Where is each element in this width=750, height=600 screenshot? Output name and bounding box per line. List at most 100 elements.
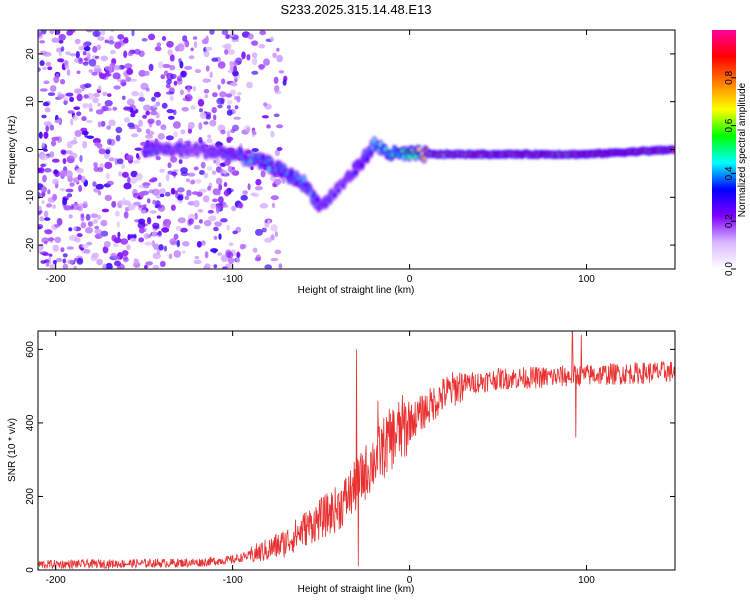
spectrogram-noise-blob — [242, 190, 248, 196]
spectrogram-noise-blob — [129, 177, 138, 184]
spectrogram-noise-blob — [92, 46, 98, 53]
spectrogram-noise-blob — [38, 224, 44, 229]
spectrogram-noise-blob — [169, 238, 177, 245]
spectrogram-ridge-core — [154, 150, 159, 156]
spectrogram-noise-blob — [83, 249, 91, 254]
spectrogram-noise-blob — [64, 64, 70, 69]
spectrogram-noise-blob — [272, 52, 277, 59]
spectrogram-noise-blob — [228, 49, 235, 55]
spectrogram-noise-blob — [57, 58, 65, 63]
spectrogram-noise-blob — [140, 209, 147, 214]
spectrogram-noise-blob — [200, 240, 206, 246]
spectrogram-noise-blob — [263, 102, 268, 107]
spectrogram-noise-blob — [132, 106, 137, 111]
spectrogram-noise-blob — [138, 50, 145, 57]
spectrogram-noise-blob — [192, 85, 197, 92]
spectrogram-noise-blob — [173, 233, 179, 240]
spectrogram-noise-blob — [41, 114, 47, 119]
spectrogram-noise-blob — [236, 91, 242, 96]
spectrogram-noise-blob — [179, 60, 184, 69]
spectrogram-noise-blob — [217, 252, 223, 256]
spectrogram-noise-blob — [38, 192, 41, 199]
colorbar-tick-label: 0.8 — [724, 70, 735, 84]
spectrogram-noise-blob — [93, 218, 98, 224]
spectrogram-noise-blob — [169, 95, 174, 102]
spectrogram-noise-blob — [126, 67, 133, 75]
spectrogram-noise-blob — [251, 52, 258, 59]
spectrogram-noise-blob — [69, 152, 78, 159]
spectrogram-noise-blob — [95, 55, 100, 59]
spectrogram-noise-blob — [261, 227, 267, 233]
spectrogram-noise-blob — [182, 241, 190, 247]
spectrogram-noise-blob — [205, 35, 209, 44]
spectrogram-noise-blob — [221, 30, 229, 36]
spectrogram-noise-blob — [113, 85, 121, 90]
spectrogram-noise-blob — [178, 159, 183, 165]
spectrogram-noise-blob — [123, 106, 130, 111]
spectrogram-noise-blob — [113, 237, 122, 244]
spectrogram-noise-blob — [241, 51, 246, 60]
spectrogram-noise-blob — [176, 239, 181, 248]
spectrogram-noise-blob — [67, 110, 75, 114]
spectrogram-noise-blob — [221, 204, 229, 208]
spectrogram-noise-blob — [255, 254, 262, 262]
colorbar-tick-label: 0.2 — [724, 214, 735, 228]
spectrogram-noise-blob — [84, 130, 88, 138]
spectrogram-noise-blob — [100, 55, 109, 62]
spectrogram-noise-blob — [111, 201, 117, 208]
spectrogram-noise-blob — [207, 166, 213, 171]
spectrogram-noise-blob — [193, 166, 199, 171]
spectrogram-noise-blob — [190, 179, 196, 185]
spectrogram-noise-blob — [270, 257, 279, 262]
spectrogram-noise-blob — [232, 230, 238, 235]
spectrogram-noise-blob — [98, 71, 103, 78]
spectrogram-noise-blob — [226, 224, 230, 231]
spectrogram-noise-blob — [45, 125, 49, 132]
spectrogram-noise-blob — [93, 92, 100, 98]
spectrogram-noise-blob — [205, 65, 210, 72]
spectrogram-noise-blob — [151, 240, 155, 248]
spectrogram-noise-blob — [212, 188, 220, 196]
spectrogram-noise-blob — [205, 46, 213, 51]
spectrogram-noise-blob — [276, 47, 280, 52]
spectrogram-noise-blob — [94, 142, 100, 147]
spectrogram-noise-blob — [223, 189, 230, 197]
spectrogram-noise-blob — [141, 38, 148, 42]
spectrogram-noise-blob — [203, 219, 212, 227]
spectrogram-noise-blob — [227, 99, 233, 105]
spectrogram-noise-blob — [274, 85, 280, 93]
spectrogram-noise-blob — [134, 258, 140, 265]
spectrogram-noise-blob — [145, 134, 153, 139]
spectrogram-noise-blob — [85, 227, 93, 234]
spectrogram-noise-blob — [158, 244, 164, 251]
spectrogram-noise-blob — [155, 112, 160, 119]
colorbar-gradient — [712, 30, 736, 269]
spectrogram-y-axis-label: Frequency (Hz) — [7, 116, 18, 185]
spectrogram-noise-blob — [121, 171, 129, 178]
spectrogram-noise-blob — [63, 205, 72, 211]
spectrogram-noise-blob — [156, 42, 161, 48]
spectrogram-noise-blob — [159, 168, 165, 173]
spectrogram-noise-blob — [107, 93, 112, 97]
spectrogram-noise-blob — [88, 69, 94, 73]
spectrogram-noise-blob — [88, 103, 93, 109]
spectrogram-noise-blob — [75, 51, 80, 59]
spectrogram-noise-blob — [43, 131, 49, 139]
spectrogram-noise-blob — [159, 193, 165, 198]
spectrogram-noise-blob — [117, 34, 125, 40]
spectrogram-noise-blob — [215, 177, 223, 185]
spectrogram-noise-blob — [127, 203, 136, 211]
snr-x-tick-label: 100 — [578, 575, 595, 586]
spectrogram-noise-blob — [161, 36, 167, 41]
spectrogram-noise-blob — [251, 129, 256, 138]
spectrogram-noise-blob — [95, 183, 104, 190]
spectrogram-noise-blob — [259, 203, 269, 209]
spectrogram-noise-blob — [58, 33, 66, 41]
spectrogram-noise-blob — [215, 221, 222, 227]
spectrogram-noise-blob — [105, 172, 111, 180]
spectrogram-noise-blob — [274, 90, 282, 95]
spectrogram-noise-blob — [251, 57, 258, 66]
spectrogram-noise-blob — [264, 237, 273, 243]
spectrogram-noise-blob — [186, 178, 190, 183]
spectrogram-noise-blob — [157, 204, 166, 212]
